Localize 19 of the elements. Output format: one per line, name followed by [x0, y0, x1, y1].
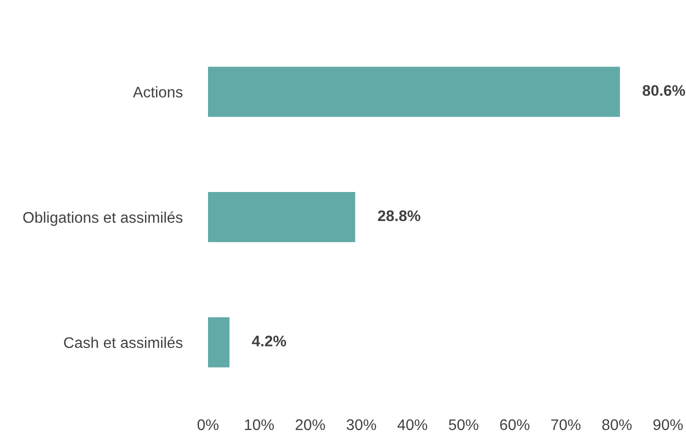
x-tick-label: 80% — [602, 419, 632, 430]
x-tick-label: 90% — [653, 419, 683, 430]
x-tick-label: 50% — [448, 419, 478, 430]
x-tick-label: 60% — [500, 419, 530, 430]
x-tick-label: 20% — [296, 419, 325, 430]
y-tick-label: Actions — [132, 86, 182, 98]
x-tick-label: 30% — [346, 419, 376, 430]
bar — [208, 192, 356, 242]
bar — [208, 66, 620, 117]
x-tick-label: 10% — [244, 419, 274, 430]
data-label: 80.6% — [642, 85, 686, 96]
bar — [208, 317, 230, 368]
x-tick-label: 70% — [551, 419, 581, 430]
x-tick-label: 40% — [398, 419, 428, 430]
data-label: 28.8% — [378, 210, 420, 222]
x-tick-label: 0% — [198, 419, 218, 430]
y-tick-label: Obligations et assimilés — [23, 211, 182, 226]
data-label: 4.2% — [252, 336, 286, 346]
y-tick-label: Cash et assimilés — [64, 336, 182, 348]
